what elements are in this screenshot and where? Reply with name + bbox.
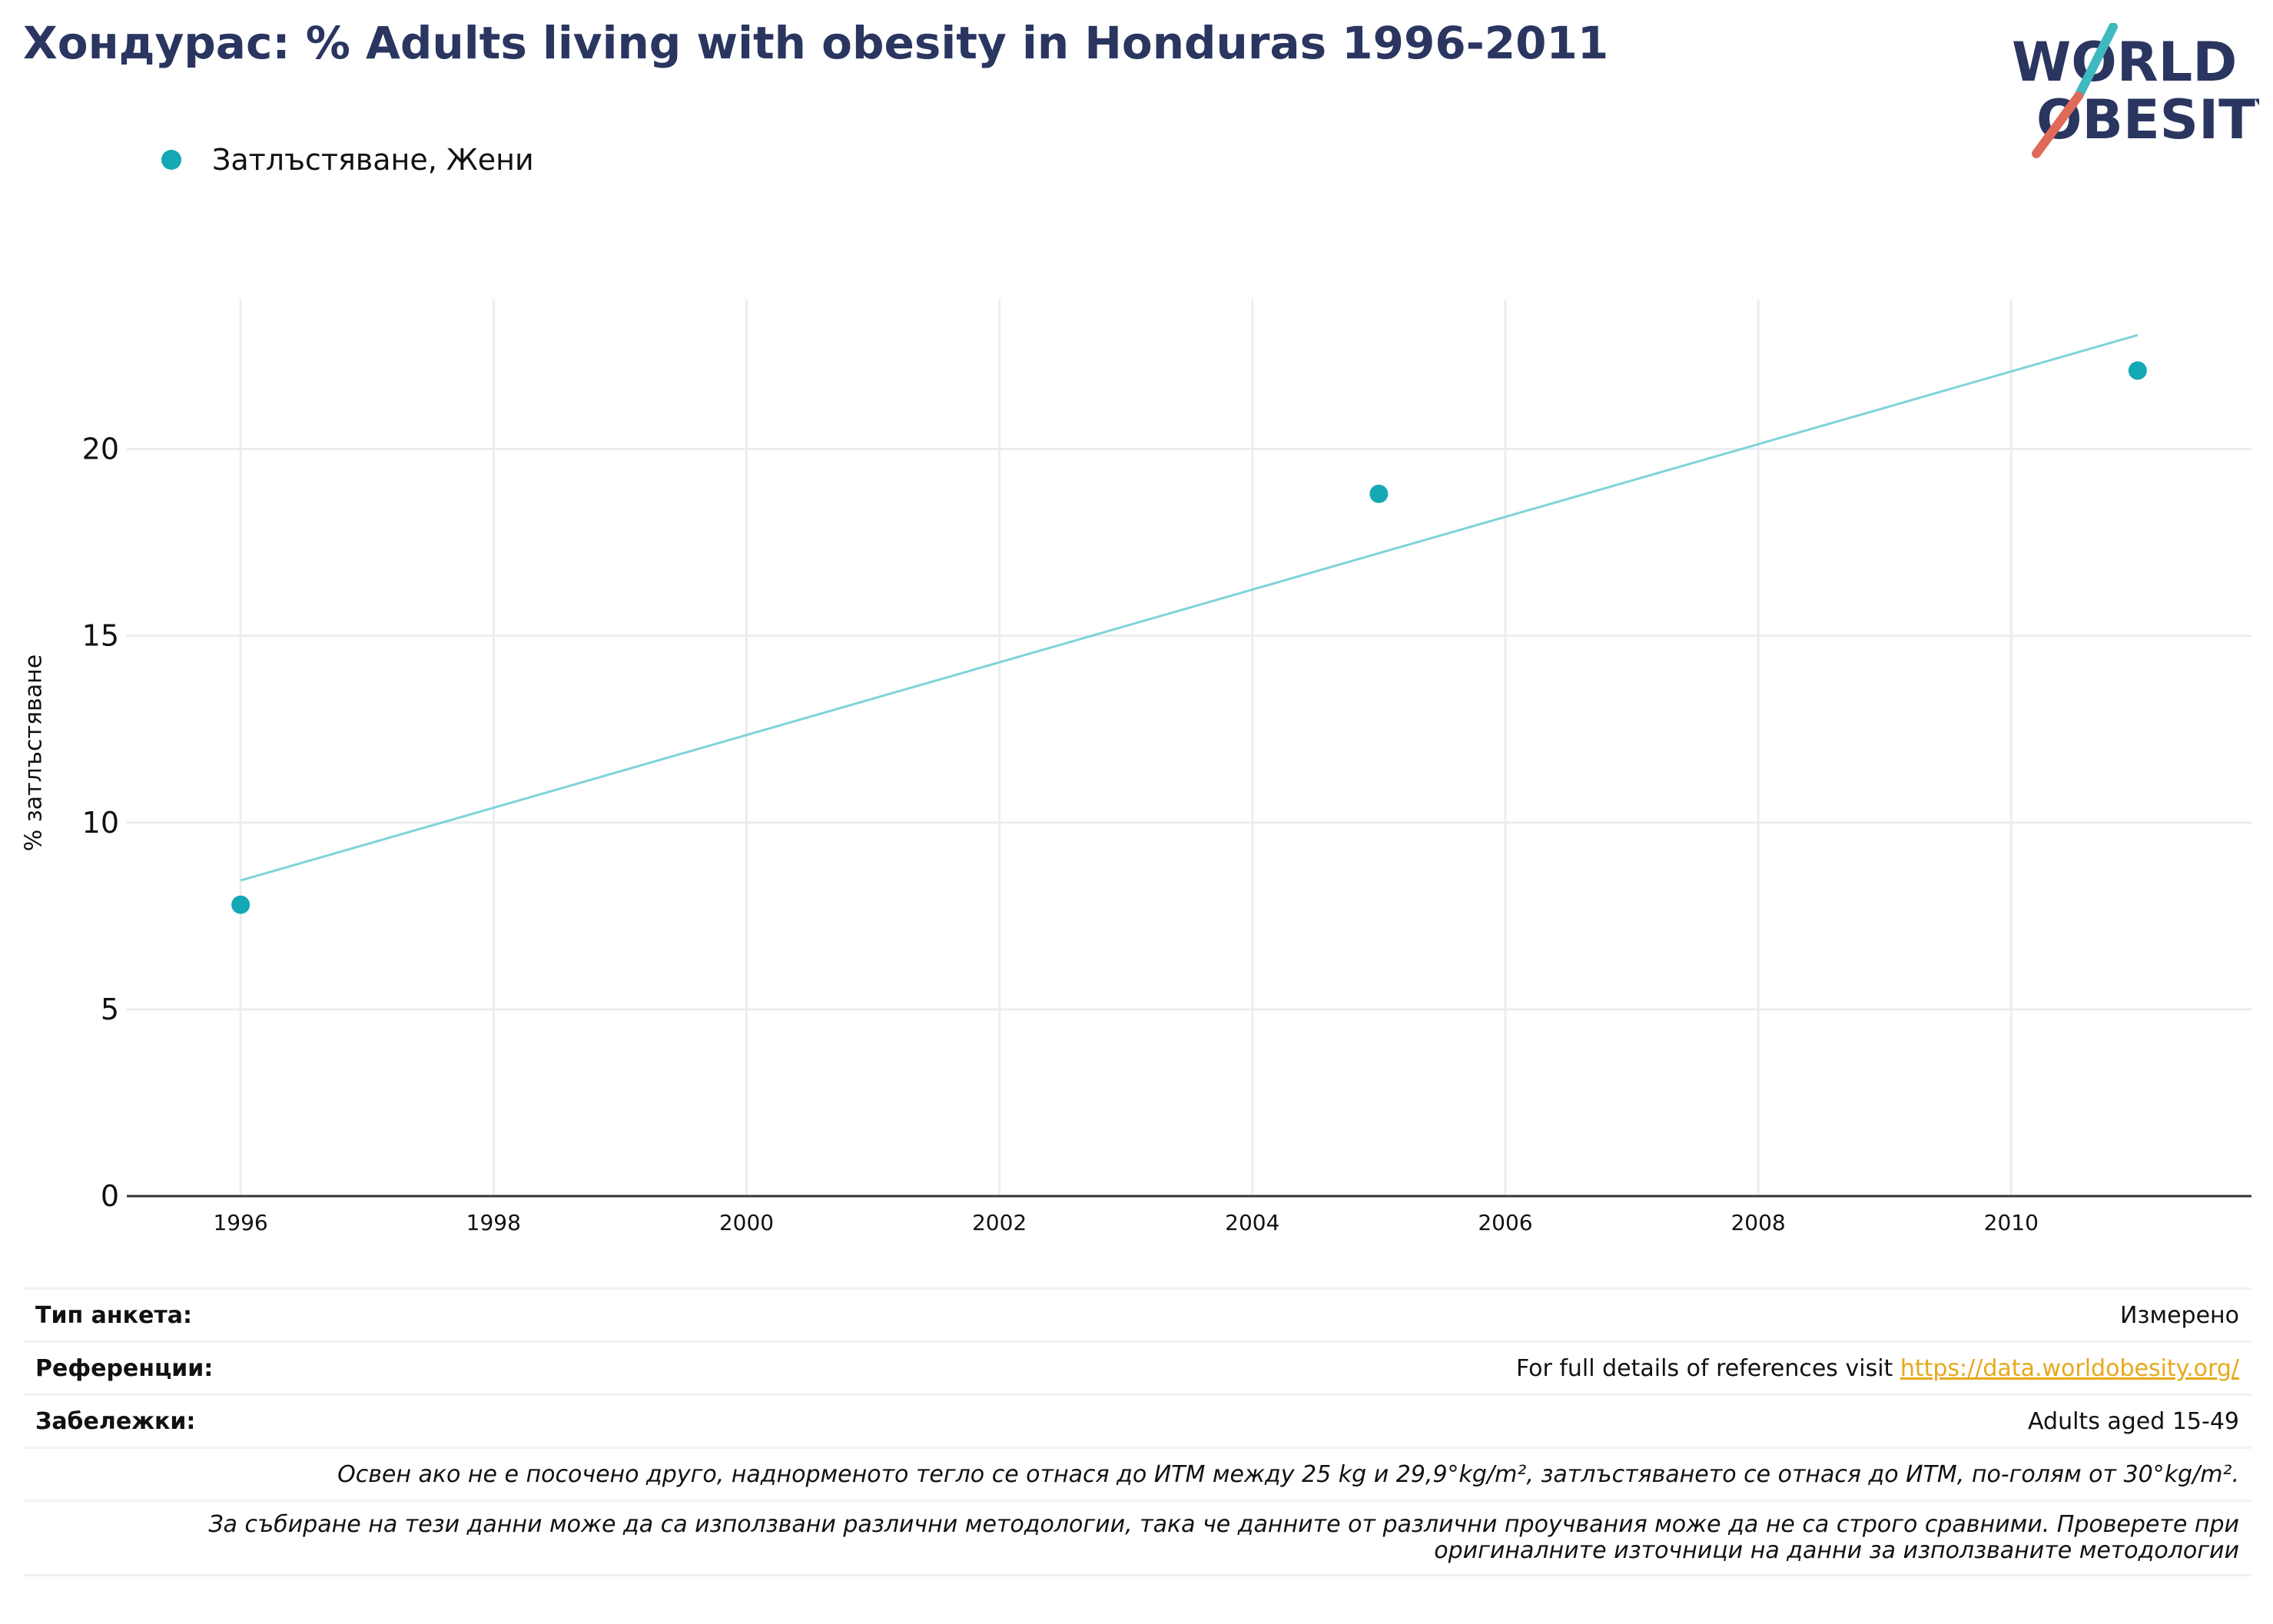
x-tick-label: 2008: [1730, 1210, 1785, 1235]
methodology-note: За събиране на тези данни може да са изп…: [208, 1512, 2239, 1564]
legend: Затлъстяване, Жени: [161, 143, 534, 177]
x-tick-label: 2002: [972, 1210, 1027, 1235]
svg-text:WORLD: WORLD: [2012, 31, 2237, 94]
references-link[interactable]: https://data.worldobesity.org/: [1900, 1354, 2239, 1382]
survey-type-row: Тип анкета: Измерено: [23, 1288, 2251, 1341]
x-tick-label: 1998: [466, 1210, 521, 1235]
notes-value: Adults aged 15-49: [2028, 1407, 2239, 1435]
survey-type-label: Тип анкета:: [35, 1301, 192, 1329]
data-point: [231, 895, 251, 914]
definition-note: Освен ако не е посочено друго, наднормен…: [337, 1460, 2239, 1488]
y-tick-label: 10: [82, 806, 119, 840]
methodology-note-line2: оригиналните източници на данни за изпол…: [1434, 1537, 2239, 1564]
x-tick-label: 2004: [1225, 1210, 1279, 1235]
references-text: For full details of references visit: [1515, 1354, 1900, 1382]
chart-title: Хондурас: % Adults living with obesity i…: [23, 17, 1609, 69]
notes-label: Забележки:: [35, 1407, 196, 1435]
survey-type-value: Измерено: [2120, 1301, 2239, 1329]
y-tick-label: 15: [82, 619, 119, 653]
notes-row: Забележки: Adults aged 15-49: [23, 1394, 2251, 1447]
chart-plot: 1996 1998 2000 2002 2004 2006 2008 2010 0 5 10 15 20: [82, 300, 2251, 1235]
y-tick-label: 20: [82, 433, 119, 466]
legend-marker: [161, 150, 181, 170]
legend-label: Затлъстяване, Жени: [212, 143, 534, 177]
data-point: [1369, 484, 1389, 503]
data-point: [2128, 361, 2147, 380]
trendline: [240, 333, 2139, 882]
x-tick-label: 2000: [719, 1210, 774, 1235]
y-tick-label: 5: [101, 993, 119, 1026]
references-value: For full details of references visit htt…: [1516, 1355, 2239, 1382]
definition-note-row: Освен ако не е посочено друго, наднормен…: [23, 1447, 2251, 1500]
y-tick-label: 0: [101, 1179, 119, 1213]
methodology-note-row: За събиране на тези данни може да са изп…: [23, 1500, 2251, 1576]
svg-text:OBESITY: OBESITY: [2036, 88, 2259, 151]
methodology-note-line1: За събиране на тези данни може да са изп…: [208, 1511, 2239, 1538]
x-tick-label: 2006: [1478, 1210, 1532, 1235]
x-tick-label: 2010: [1984, 1210, 2039, 1235]
references-label: Референции:: [35, 1354, 214, 1382]
x-tick-label: 1996: [213, 1210, 267, 1235]
info-table: Тип анкета: Измерено Референции: For ful…: [23, 1288, 2251, 1576]
references-row: Референции: For full details of referenc…: [23, 1341, 2251, 1394]
world-obesity-logo: WORLD OBESITY: [2012, 23, 2259, 158]
